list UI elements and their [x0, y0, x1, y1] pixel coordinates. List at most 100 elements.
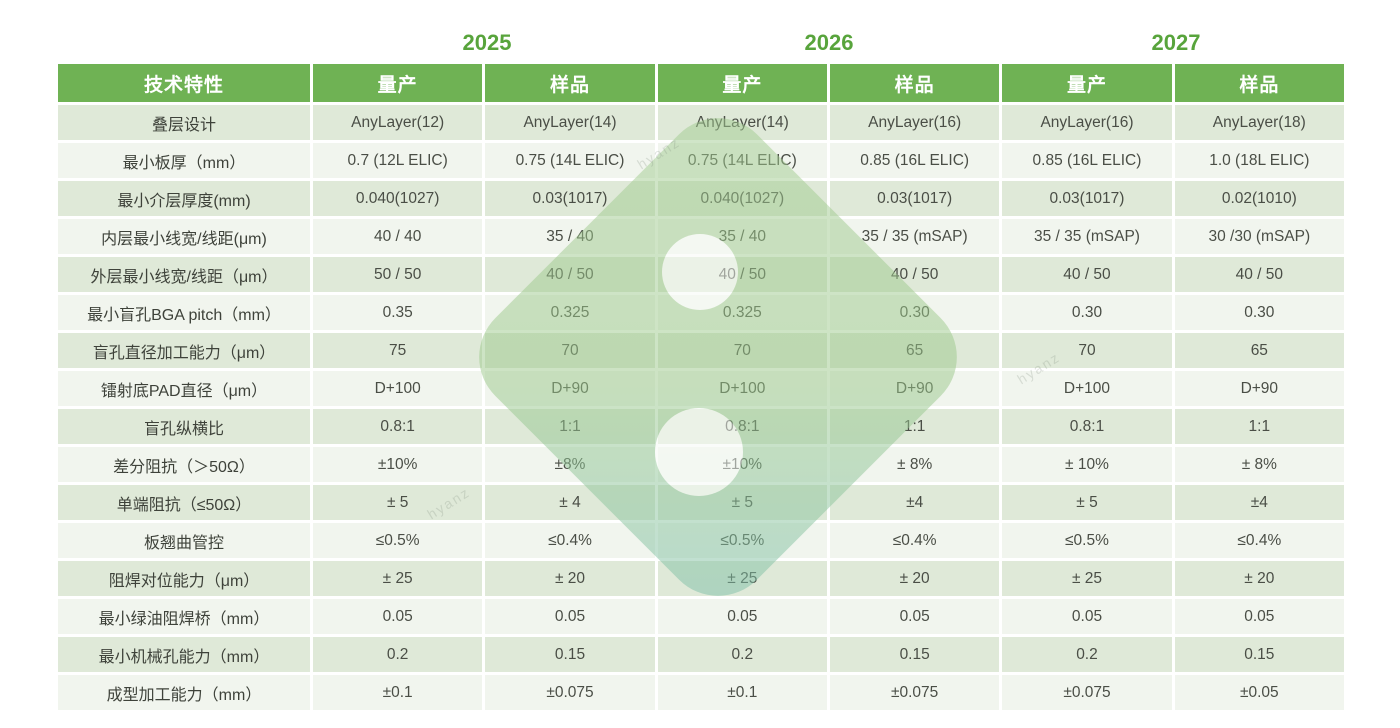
- value-cell: 0.05: [657, 599, 827, 634]
- header-cell-sample: 样品: [1174, 64, 1344, 102]
- value-cell: 0.85 (16L ELIC): [829, 143, 1000, 178]
- spec-label-cell: 最小盲孔BGA pitch（mm）: [58, 295, 310, 330]
- value-cell: 1:1: [829, 409, 1000, 444]
- table-row: 最小介层厚度(mm) 0.040(1027) 0.03(1017) 0.040(102…: [58, 181, 1344, 216]
- value-cell: 0.05: [1174, 599, 1344, 634]
- value-cell: 70: [485, 333, 655, 368]
- spec-label-cell: 最小板厚（mm）: [58, 143, 310, 178]
- table-row: 外层最小线宽/线距（μm） 50 / 50 40 / 50 40 / 50 40 / 5…: [58, 257, 1344, 292]
- header-cell-mass-production: 量产: [657, 64, 827, 102]
- value-cell: 40 / 40: [313, 219, 483, 254]
- value-cell: AnyLayer(16): [829, 105, 1000, 140]
- header-row: 技术特性 量产 样品 量产 样品 量产 样品: [58, 64, 1344, 102]
- value-cell: 70: [1002, 333, 1172, 368]
- value-cell: 40 / 50: [1174, 257, 1344, 292]
- value-cell: D+100: [657, 371, 827, 406]
- value-cell: 0.05: [485, 599, 655, 634]
- year-label-2025: 2025: [462, 30, 512, 55]
- value-cell: ± 5: [657, 485, 827, 520]
- spec-label-cell: 阻焊对位能力（μm）: [58, 561, 310, 596]
- value-cell: 0.05: [313, 599, 483, 634]
- value-cell: 0.2: [313, 637, 483, 672]
- value-cell: ± 5: [313, 485, 483, 520]
- value-cell: ± 25: [1002, 561, 1172, 596]
- value-cell: AnyLayer(14): [485, 105, 655, 140]
- value-cell: 40 / 50: [829, 257, 1000, 292]
- value-cell: 70: [657, 333, 827, 368]
- value-cell: 0.15: [1174, 637, 1344, 672]
- value-cell: 1:1: [1174, 409, 1344, 444]
- value-cell: AnyLayer(12): [313, 105, 483, 140]
- value-cell: 0.03(1017): [1002, 181, 1172, 216]
- value-cell: 0.040(1027): [657, 181, 827, 216]
- value-cell: 0.05: [1002, 599, 1172, 634]
- value-cell: ≤0.5%: [1002, 523, 1172, 558]
- spec-table-header: 技术特性 量产 样品 量产 样品 量产 样品: [58, 64, 1344, 102]
- value-cell: ±4: [1174, 485, 1344, 520]
- value-cell: 1:1: [485, 409, 655, 444]
- year-label-2026: 2026: [804, 30, 854, 55]
- value-cell: 0.30: [1002, 295, 1172, 330]
- table-row: 盲孔纵横比 0.8:1 1:1 0.8:1 1:1 0.8:1 1:1: [58, 409, 1344, 444]
- value-cell: 0.8:1: [1002, 409, 1172, 444]
- value-cell: 1.0 (18L ELIC): [1174, 143, 1344, 178]
- value-cell: 65: [829, 333, 1000, 368]
- table-row: 镭射底PAD直径（μm） D+100 D+90 D+100 D+90 D+100 D+90: [58, 371, 1344, 406]
- value-cell: ≤0.5%: [313, 523, 483, 558]
- value-cell: 0.325: [485, 295, 655, 330]
- header-cell-spec: 技术特性: [58, 64, 310, 102]
- value-cell: ± 5: [1002, 485, 1172, 520]
- value-cell: ±0.05: [1174, 675, 1344, 710]
- value-cell: ±0.1: [313, 675, 483, 710]
- spec-label-cell: 盲孔直径加工能力（μm）: [58, 333, 310, 368]
- value-cell: D+100: [313, 371, 483, 406]
- value-cell: ±8%: [485, 447, 655, 482]
- value-cell: D+90: [829, 371, 1000, 406]
- value-cell: 65: [1174, 333, 1344, 368]
- spec-label-cell: 叠层设计: [58, 105, 310, 140]
- value-cell: ≤0.4%: [829, 523, 1000, 558]
- value-cell: 0.2: [1002, 637, 1172, 672]
- value-cell: ±0.075: [485, 675, 655, 710]
- value-cell: 30 /30 (mSAP): [1174, 219, 1344, 254]
- table-row: 最小盲孔BGA pitch（mm） 0.35 0.325 0.325 0.30 0.30 0…: [58, 295, 1344, 330]
- value-cell: ±4: [829, 485, 1000, 520]
- value-cell: ± 25: [657, 561, 827, 596]
- table-row: 单端阻抗（≤50Ω） ± 5 ± 4 ± 5 ±4 ± 5 ±4: [58, 485, 1344, 520]
- spec-label-cell: 最小机械孔能力（mm）: [58, 637, 310, 672]
- spec-label-cell: 最小绿油阻焊桥（mm）: [58, 599, 310, 634]
- value-cell: 0.325: [657, 295, 827, 330]
- spec-label-cell: 内层最小线宽/线距(μm): [58, 219, 310, 254]
- value-cell: ± 10%: [1002, 447, 1172, 482]
- value-cell: D+90: [1174, 371, 1344, 406]
- value-cell: 40 / 50: [1002, 257, 1172, 292]
- value-cell: 0.8:1: [313, 409, 483, 444]
- spec-label-cell: 差分阻抗（＞50Ω）: [58, 447, 310, 482]
- table-row: 内层最小线宽/线距(μm) 40 / 40 35 / 40 35 / 40 35 / 3…: [58, 219, 1344, 254]
- value-cell: 0.02(1010): [1174, 181, 1344, 216]
- table-row: 差分阻抗（＞50Ω） ±10% ±8% ±10% ± 8% ± 10% ± 8%: [58, 447, 1344, 482]
- value-cell: 0.15: [485, 637, 655, 672]
- value-cell: ≤0.4%: [1174, 523, 1344, 558]
- value-cell: ≤0.5%: [657, 523, 827, 558]
- table-row: 叠层设计 AnyLayer(12) AnyLayer(14) AnyLayer(14)…: [58, 105, 1344, 140]
- value-cell: ± 8%: [829, 447, 1000, 482]
- header-cell-mass-production: 量产: [313, 64, 483, 102]
- value-cell: 0.30: [1174, 295, 1344, 330]
- spec-table-body: 叠层设计 AnyLayer(12) AnyLayer(14) AnyLayer(14)…: [58, 105, 1344, 710]
- value-cell: 0.03(1017): [829, 181, 1000, 216]
- table-row: 盲孔直径加工能力（μm） 75 70 70 65 70 65: [58, 333, 1344, 368]
- spec-label-cell: 最小介层厚度(mm): [58, 181, 310, 216]
- value-cell: ± 8%: [1174, 447, 1344, 482]
- header-cell-mass-production: 量产: [1002, 64, 1172, 102]
- value-cell: 35 / 35 (mSAP): [1002, 219, 1172, 254]
- spec-label-cell: 镭射底PAD直径（μm）: [58, 371, 310, 406]
- value-cell: AnyLayer(16): [1002, 105, 1172, 140]
- value-cell: 35 / 35 (mSAP): [829, 219, 1000, 254]
- value-cell: ±10%: [313, 447, 483, 482]
- year-label-2027: 2027: [1151, 30, 1201, 55]
- value-cell: 0.30: [829, 295, 1000, 330]
- header-cell-sample: 样品: [829, 64, 1000, 102]
- table-row: 阻焊对位能力（μm） ± 25 ± 20 ± 25 ± 20 ± 25 ± 20: [58, 561, 1344, 596]
- spec-table: 技术特性 量产 样品 量产 样品 量产 样品 叠层设计 AnyLayer(12) AnyLaye…: [55, 61, 1347, 713]
